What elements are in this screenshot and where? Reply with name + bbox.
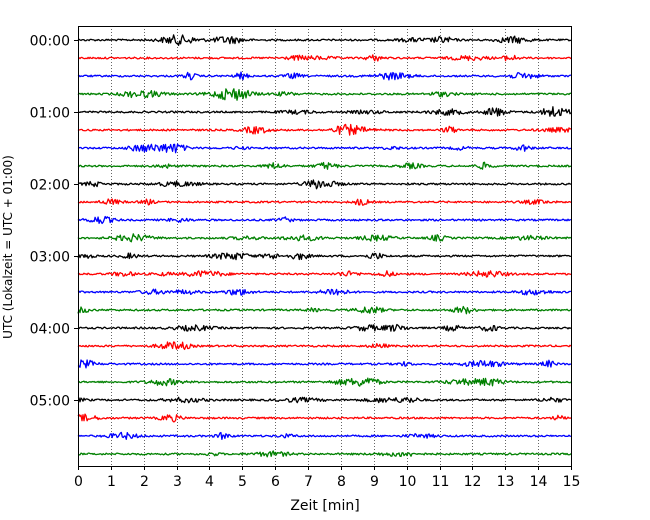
trace-05:45	[77, 450, 572, 458]
x-tick-label: 9	[370, 474, 379, 490]
x-tick-label: 14	[530, 474, 548, 490]
trace-00:00	[77, 34, 572, 47]
y-tick-label: 05:00	[30, 394, 70, 410]
y-tick-label: 03:00	[30, 250, 70, 266]
y-axis-label: UTC (Lokalzeit = UTC + 01:00)	[1, 155, 15, 339]
x-tick-label: 13	[497, 474, 515, 490]
x-tick-label: 2	[140, 474, 149, 490]
x-tick-label: 0	[74, 474, 83, 490]
trace-01:15	[77, 123, 572, 136]
trace-04:30	[77, 359, 572, 369]
x-tick-label: 8	[337, 474, 346, 490]
trace-01:45	[77, 161, 572, 170]
y-axis-ticks: 00:00 01:00 02:00 03:00 04:00 05:00	[30, 34, 78, 410]
trace-04:00	[77, 323, 572, 332]
x-tick-label: 7	[304, 474, 313, 490]
trace-03:00	[77, 252, 572, 261]
y-tick-label: 00:00	[30, 34, 70, 50]
trace-05:00	[77, 396, 572, 404]
trace-00:30	[77, 71, 572, 81]
trace-03:15	[77, 270, 572, 278]
x-tick-label: 4	[205, 474, 214, 490]
trace-05:15	[77, 413, 571, 423]
x-tick-label: 11	[432, 474, 450, 490]
seismic-traces	[77, 34, 572, 458]
x-tick-label: 15	[563, 474, 581, 490]
y-tick-label: 01:00	[30, 106, 70, 122]
trace-01:00	[77, 106, 572, 117]
x-tick-label: 3	[173, 474, 182, 490]
y-tick-label: 04:00	[30, 322, 70, 338]
trace-00:15	[77, 54, 572, 62]
x-tick-label: 5	[238, 474, 247, 490]
x-tick-label: 1	[107, 474, 116, 490]
x-tick-label: 6	[271, 474, 280, 490]
plot-frame	[78, 26, 572, 467]
trace-00:45	[77, 88, 572, 101]
trace-03:30	[77, 288, 572, 296]
trace-05:30	[77, 431, 572, 440]
trace-02:30	[77, 215, 572, 225]
trace-04:15	[77, 341, 572, 351]
grid-lines	[111, 26, 539, 466]
trace-02:00	[77, 179, 572, 190]
trace-03:45	[77, 305, 572, 315]
trace-02:45	[77, 233, 572, 243]
x-tick-label: 10	[399, 474, 417, 490]
y-tick-label: 02:00	[30, 178, 70, 194]
x-axis-ticks: 0 1 2 3 4 5 6 7 8 9 10 11 12 13 14 15	[74, 466, 580, 490]
trace-04:45	[77, 377, 572, 387]
x-tick-label: 12	[464, 474, 482, 490]
x-axis-label: Zeit [min]	[290, 498, 359, 514]
trace-02:15	[77, 198, 572, 206]
trace-01:30	[77, 143, 572, 154]
